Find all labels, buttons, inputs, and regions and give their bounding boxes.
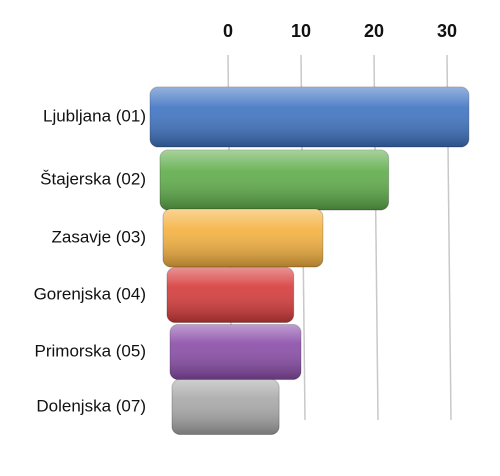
x-tick-label: 0 xyxy=(223,21,233,41)
category-label: Zasavje (03) xyxy=(52,227,146,246)
category-label: Primorska (05) xyxy=(35,341,146,360)
bar-shine xyxy=(172,379,280,435)
x-tick-label: 20 xyxy=(364,21,384,41)
category-label: Štajerska (02) xyxy=(40,169,146,188)
x-tick-label: 10 xyxy=(291,21,311,41)
bar-shine xyxy=(167,267,294,323)
x-tick-label: 30 xyxy=(437,21,457,41)
category-label: Ljubljana (01) xyxy=(43,106,146,125)
bar-shine xyxy=(163,209,323,267)
category-label: Gorenjska (04) xyxy=(34,284,146,303)
bar-shine xyxy=(150,87,469,147)
category-label: Dolenjska (07) xyxy=(36,396,146,415)
bar-shine xyxy=(170,324,301,380)
bar-shine xyxy=(160,150,389,210)
